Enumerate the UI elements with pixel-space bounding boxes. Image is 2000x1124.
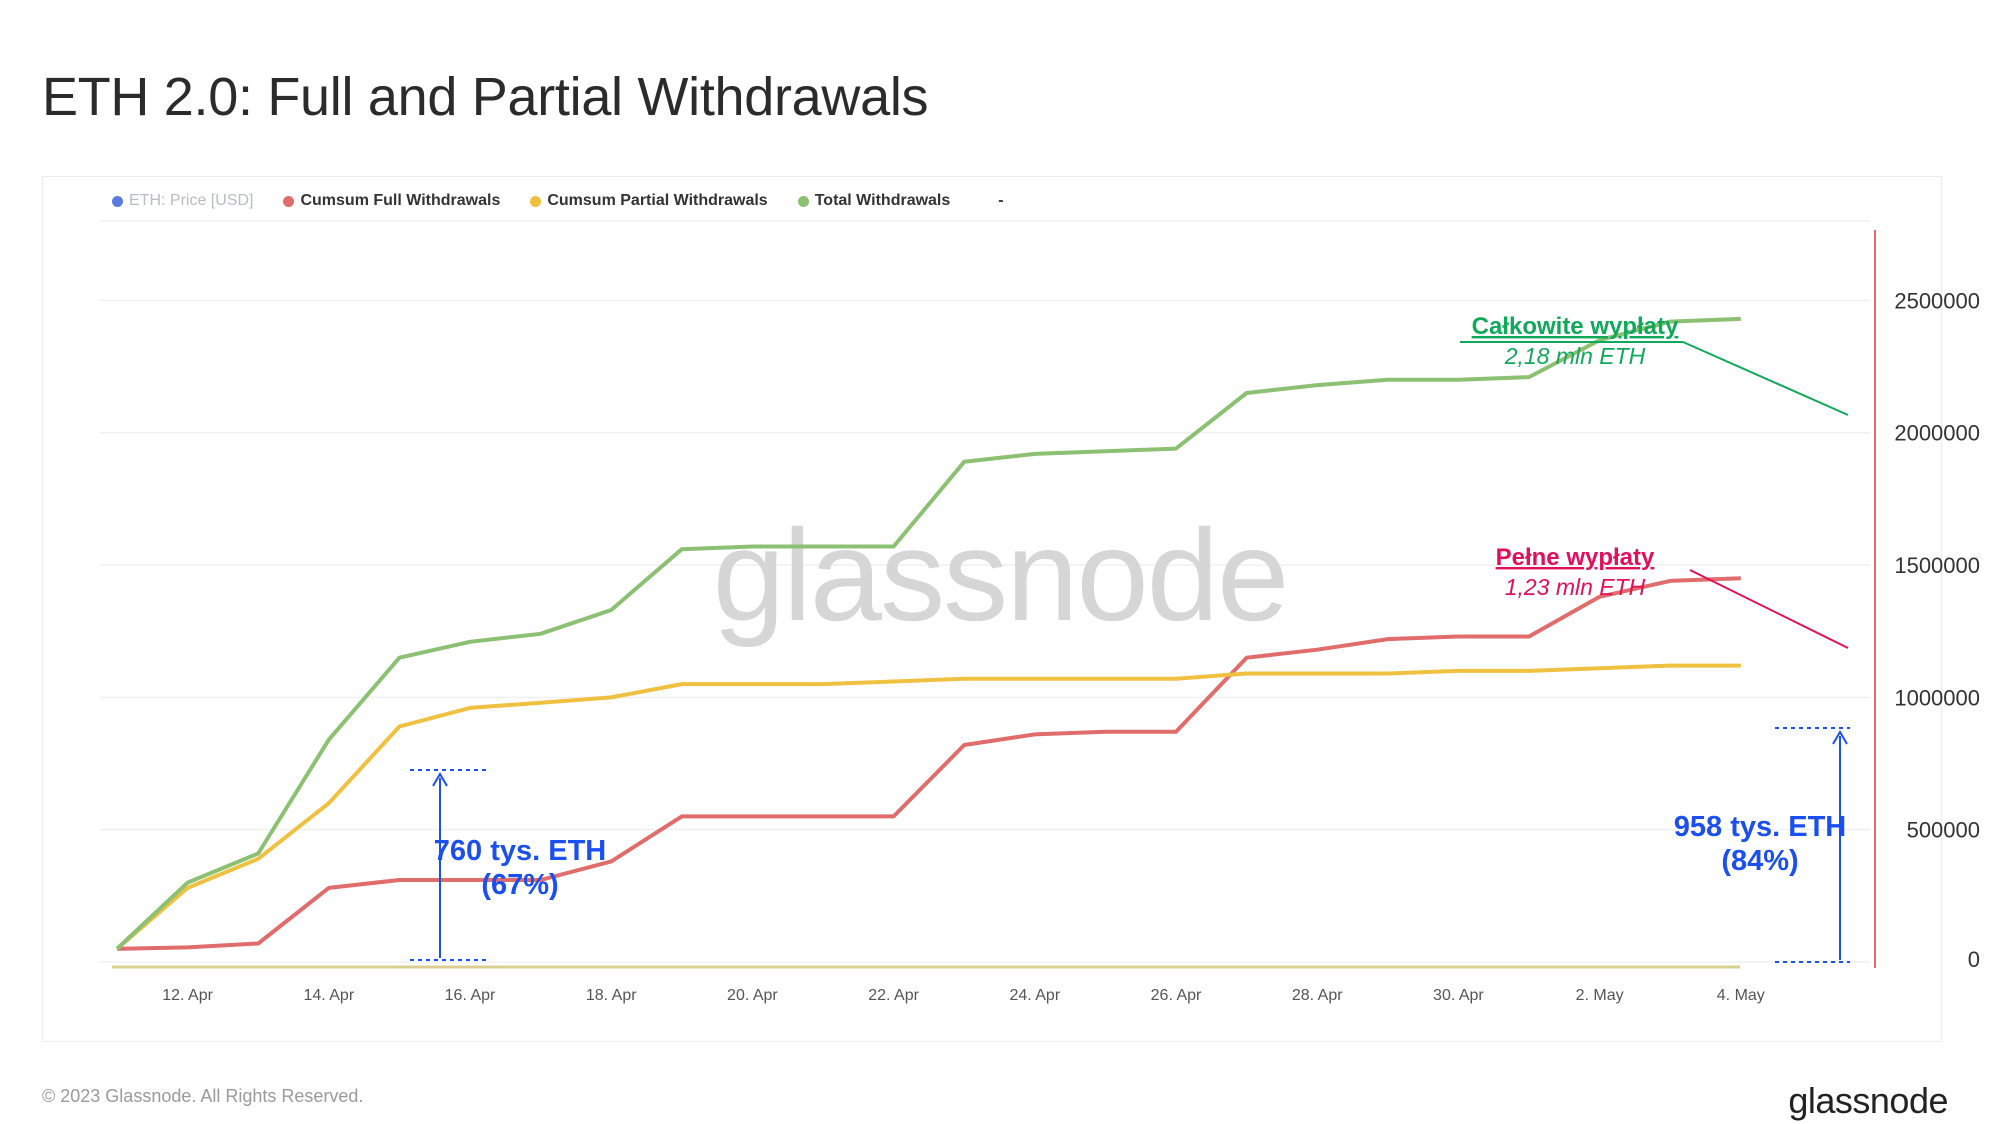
annotation-full-pointer <box>1689 569 1849 649</box>
x-tick-label: 16. Apr <box>445 987 496 1004</box>
watermark: glassnode <box>713 502 1288 648</box>
chart-legend: ETH: Price [USD] Cumsum Full Withdrawals… <box>112 192 1004 210</box>
legend-label: Cumsum Full Withdrawals <box>300 192 501 209</box>
legend-dot <box>797 195 809 207</box>
legend-label: ETH: Price [USD] <box>129 192 254 209</box>
glassnode-logo: glassnode <box>1788 1080 1948 1121</box>
legend-item-eth-price[interactable]: ETH: Price [USD] <box>112 192 253 210</box>
legend-item-dash[interactable]: - <box>998 192 1003 210</box>
partial-mid-line1: 760 tys. ETH <box>434 835 606 867</box>
x-axis-ticks: 12. Apr 14. Apr 16. Apr 18. Apr 20. Apr 22. A… <box>162 987 1765 1004</box>
y-tick-label: 2500000 <box>1894 288 1980 313</box>
partial-end-line1: 958 tys. ETH <box>1674 811 1846 843</box>
x-tick-label: 14. Apr <box>303 987 354 1004</box>
legend-dot <box>112 195 123 207</box>
y-tick-label: 1000000 <box>1894 685 1980 710</box>
x-tick-label: 22. Apr <box>868 987 919 1004</box>
chart-frame <box>42 176 1942 1042</box>
legend-item-full[interactable]: Cumsum Full Withdrawals <box>283 192 500 210</box>
annotation-full-value: 1,23 mln ETH <box>1505 574 1646 600</box>
page-title: ETH 2.0: Full and Partial Withdrawals <box>42 67 929 127</box>
x-tick-label: 12. Apr <box>162 987 213 1004</box>
annotation-total-title: Całkowite wypłaty <box>1472 313 1679 340</box>
y-tick-label: 1500000 <box>1894 553 1980 578</box>
legend-dot <box>283 195 295 207</box>
x-tick-label: 18. Apr <box>586 987 637 1004</box>
partial-end-arrowhead <box>1832 730 1848 745</box>
partial-mid-line2: (67%) <box>481 869 558 901</box>
x-tick-label: 2. May <box>1576 987 1624 1004</box>
legend-label: - <box>998 192 1004 209</box>
partial-mid-arrowhead <box>432 772 448 787</box>
x-tick-label: 28. Apr <box>1292 987 1343 1004</box>
x-tick-label: 26. Apr <box>1151 987 1202 1004</box>
annotation-full-title: Pełne wypłaty <box>1496 544 1655 571</box>
legend-label: Cumsum Partial Withdrawals <box>547 192 768 209</box>
annotation-total-arrow <box>1682 341 1849 416</box>
x-tick-label: 24. Apr <box>1009 987 1060 1004</box>
footer-copyright: © 2023 Glassnode. All Rights Reserved. <box>42 1086 364 1106</box>
annotation-total-value: 2,18 mln ETH <box>1504 343 1646 369</box>
y-tick-label: 2000000 <box>1894 421 1980 446</box>
x-tick-label: 30. Apr <box>1433 987 1484 1004</box>
x-tick-label: 20. Apr <box>727 987 778 1004</box>
legend-item-partial[interactable]: Cumsum Partial Withdrawals <box>530 192 768 210</box>
y-tick-label: 500000 <box>1907 818 1980 843</box>
series-lines <box>115 316 1741 951</box>
series-line-cumsum-partial-withdrawals <box>115 663 1741 951</box>
legend-dot <box>530 195 542 207</box>
y-tick-label: 0 <box>1968 947 1980 972</box>
legend-item-total[interactable]: Total Withdrawals <box>797 192 951 210</box>
legend-label: Total Withdrawals <box>814 192 951 209</box>
x-tick-label: 4. May <box>1717 987 1765 1004</box>
partial-end-line2: (84%) <box>1721 845 1798 877</box>
series-line-total-withdrawals <box>115 316 1741 951</box>
series-line-cumsum-full-withdrawals <box>116 576 1741 951</box>
gridlines <box>100 220 1870 963</box>
y-axis-ticks: 0 500000 1000000 1500000 2000000 2500000 <box>1894 288 1980 972</box>
